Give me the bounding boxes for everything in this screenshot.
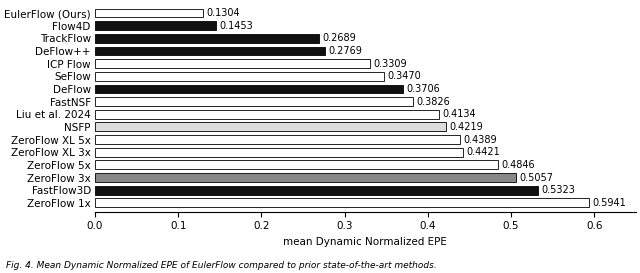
Bar <box>95 198 589 207</box>
Text: 0.4389: 0.4389 <box>463 135 497 145</box>
Text: 0.5323: 0.5323 <box>541 185 575 195</box>
Bar <box>95 123 446 131</box>
Bar <box>95 173 516 182</box>
Text: 0.5057: 0.5057 <box>519 173 553 183</box>
Text: 0.5941: 0.5941 <box>593 198 627 208</box>
Text: 0.2769: 0.2769 <box>329 46 363 56</box>
Bar <box>95 21 216 30</box>
Text: 0.1453: 0.1453 <box>219 21 253 31</box>
X-axis label: mean Dynamic Normalized EPE: mean Dynamic Normalized EPE <box>284 237 447 247</box>
Bar <box>95 47 325 55</box>
Bar <box>95 8 204 17</box>
Bar <box>95 34 319 43</box>
Text: 0.4846: 0.4846 <box>502 160 535 170</box>
Text: 0.4219: 0.4219 <box>449 122 483 132</box>
Bar <box>95 186 538 195</box>
Bar <box>95 97 413 106</box>
Bar <box>95 135 460 144</box>
Text: 0.4421: 0.4421 <box>466 147 500 157</box>
Text: 0.4134: 0.4134 <box>442 109 476 119</box>
Bar <box>95 85 403 93</box>
Text: 0.3309: 0.3309 <box>374 59 407 69</box>
Bar <box>95 72 384 81</box>
Bar <box>95 59 371 68</box>
Text: 0.3826: 0.3826 <box>417 97 451 107</box>
Bar <box>95 148 463 157</box>
Text: 0.1304: 0.1304 <box>207 8 241 18</box>
Text: Fig. 4. Mean Dynamic Normalized EPE of EulerFlow compared to prior state-of-the-: Fig. 4. Mean Dynamic Normalized EPE of E… <box>6 261 437 270</box>
Bar <box>95 110 439 119</box>
Text: 0.3470: 0.3470 <box>387 71 420 81</box>
Bar <box>95 161 498 169</box>
Text: 0.3706: 0.3706 <box>406 84 440 94</box>
Text: 0.2689: 0.2689 <box>322 33 356 43</box>
